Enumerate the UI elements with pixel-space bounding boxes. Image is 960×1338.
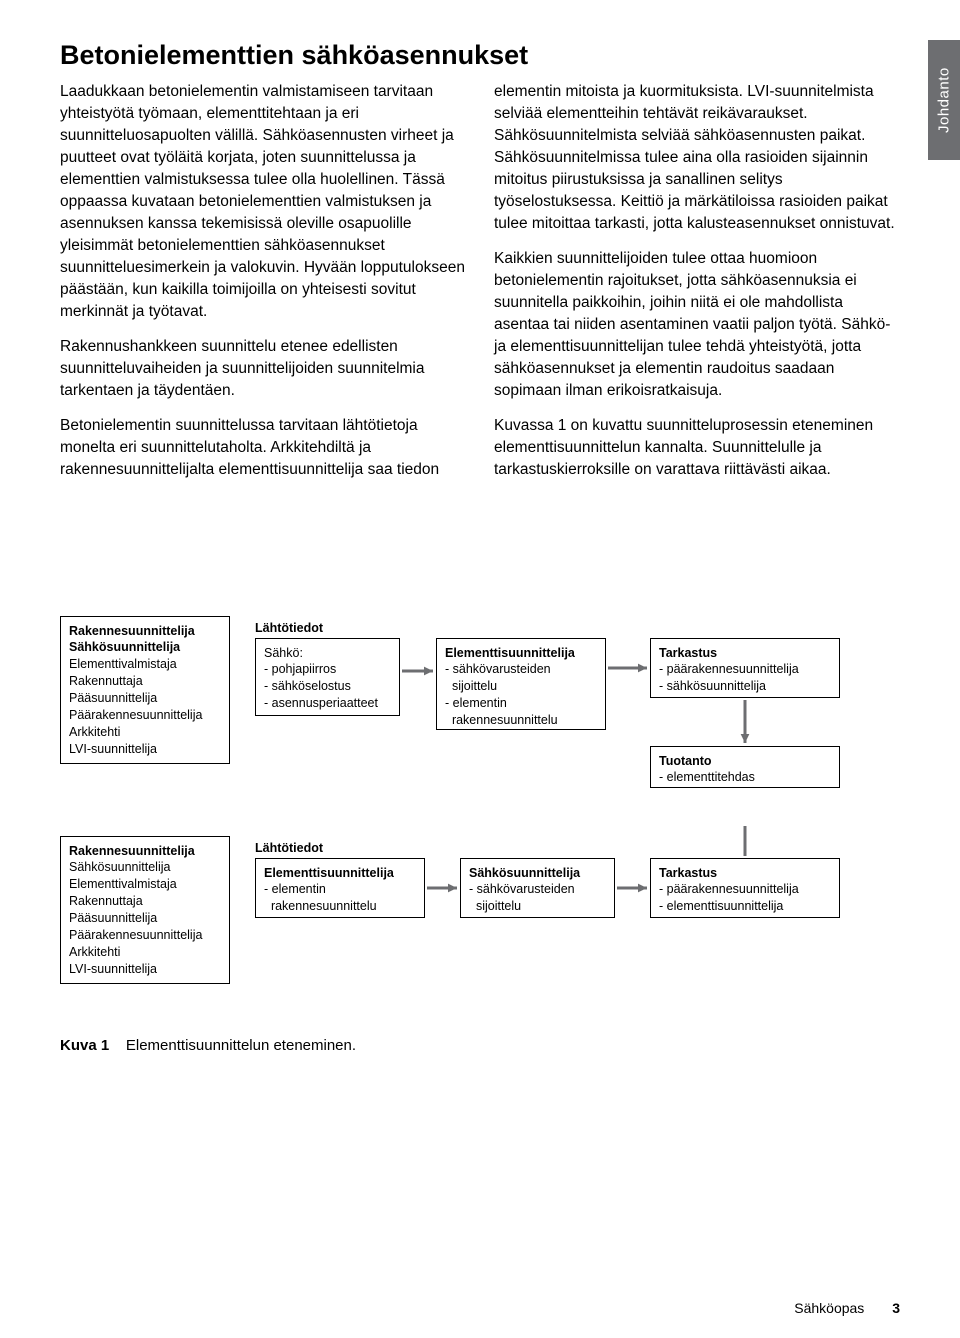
page-footer: Sähköopas 3 [794,1300,900,1316]
tarkastus-box: Tarkastus- päärakennesuunnittelija- sähk… [650,638,840,698]
footer-page: 3 [892,1300,900,1316]
paragraph: Laadukkaan betonielementin valmistamisee… [60,81,466,323]
flow-row-2: RakennesuunnittelijaSähkösuunnittelijaEl… [60,826,900,986]
flow-row-1: RakennesuunnittelijaSähkösuunnittelijaEl… [60,606,900,786]
figure-caption: Kuva 1 Elementtisuunnittelun eteneminen. [60,1036,900,1056]
paragraph: Rakennushankkeen suunnittelu etenee edel… [60,336,466,402]
tuotanto-box: Tuotanto- elementtitehdas [650,746,840,788]
lahtotiedot-box: Sähkö:- pohjapiirros- sähköselostus- ase… [255,638,400,716]
tarkastus-box: Tarkastus- päärakennesuunnittelija- elem… [650,858,840,918]
caption-text: Elementtisuunnittelun eteneminen. [126,1037,356,1054]
paragraph: Kuvassa 1 on kuvattu suunnitteluprosessi… [494,415,900,481]
side-tab: Johdanto [928,40,960,160]
paragraph: Kaikkien suunnittelijoiden tulee ottaa h… [494,248,900,402]
elementtisuunnittelija-box: Elementtisuunnittelija- elementin rakenn… [255,858,425,918]
roles-box: RakennesuunnittelijaSähkösuunnittelijaEl… [60,616,230,764]
lahtotiedot-title: Lähtötiedot [255,620,323,637]
page-title: Betonielementtien sähköasennukset [60,40,900,71]
roles-box: RakennesuunnittelijaSähkösuunnittelijaEl… [60,836,230,984]
flowchart: RakennesuunnittelijaSähkösuunnittelijaEl… [60,606,900,1056]
body-text: Laadukkaan betonielementin valmistamisee… [60,81,900,488]
lahtotiedot-title: Lähtötiedot [255,840,323,857]
caption-label: Kuva 1 [60,1037,109,1054]
sahkosuunnittelija-box: Sähkösuunnittelija- sähkövarusteiden sij… [460,858,615,918]
footer-book: Sähköopas [794,1300,864,1316]
elementtisuunnittelija-box: Elementtisuunnittelija- sähkövarusteiden… [436,638,606,730]
